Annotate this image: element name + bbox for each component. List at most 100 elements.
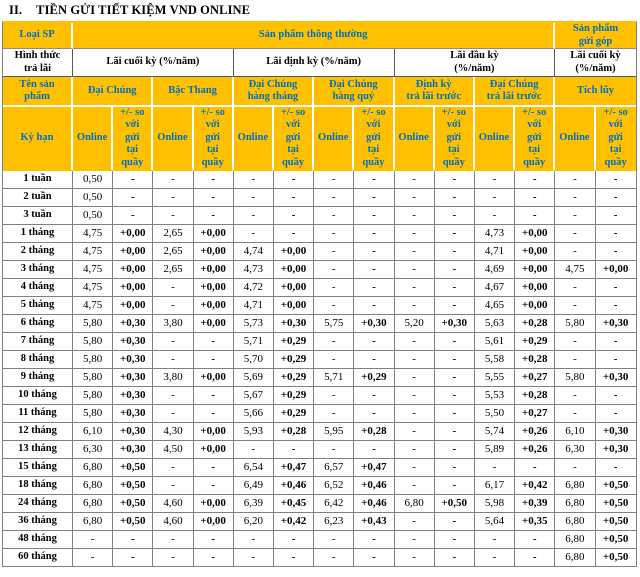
- rate-diff-cell: +0,30: [113, 368, 154, 387]
- rate-diff-cell: +0,30: [595, 314, 636, 333]
- rate-online-cell: -: [394, 458, 435, 477]
- rate-diff-cell: +0,28: [515, 386, 556, 405]
- table-row: 7 tháng 5,80 +0,30- -5,71 +0,29- - - -5,61 +0,29…: [3, 332, 636, 351]
- rate-online-cell: -: [153, 476, 194, 495]
- rate-online-cell: -: [474, 458, 516, 477]
- rate-diff-cell: -: [434, 350, 475, 369]
- rate-online-cell: 5,55: [474, 368, 516, 387]
- rate-diff-cell: -: [354, 278, 395, 297]
- rate-diff-cell: +0,46: [273, 476, 315, 495]
- rate-online-cell: -: [153, 458, 194, 477]
- rate-diff-cell: +0,42: [515, 476, 556, 495]
- rate-diff-cell: +0,00: [113, 224, 154, 243]
- header-row-product-type: Loại SP Sản phẩm thông thường Sản phẩm g…: [3, 23, 636, 49]
- term-cell: 36 tháng: [3, 512, 73, 531]
- rate-online-cell: -: [394, 368, 435, 387]
- header-product-dc-hang-quy: Đại Chúng hàng quý: [314, 77, 395, 107]
- rate-diff-cell: -: [354, 386, 395, 405]
- header-ten-san-pham: Tên sản phẩm: [3, 77, 73, 107]
- rate-diff-cell: +0,50: [595, 530, 636, 549]
- rate-online-cell: -: [314, 224, 355, 243]
- rate-online-cell: 5,80: [73, 368, 114, 387]
- header-vs-counter-col-1: +/- so với gửi tại quầy: [193, 107, 234, 171]
- rate-diff-cell: +0,00: [113, 260, 154, 279]
- rate-online-cell: -: [153, 296, 194, 315]
- rate-online-cell: 5,73: [233, 314, 274, 333]
- rate-diff-cell: -: [434, 206, 475, 225]
- rate-online-cell: -: [314, 530, 355, 549]
- rate-diff-cell: -: [273, 170, 315, 189]
- table-row: 2 tháng 4,75 +0,00 2,65 +0,00 4,74 +0,00- - - -4,…: [3, 242, 636, 261]
- rate-online-cell: 5,53: [474, 386, 516, 405]
- header-regular-products: Sản phẩm thông thường: [73, 23, 556, 49]
- rate-online-cell: -: [555, 386, 596, 405]
- rate-diff-cell: -: [434, 440, 475, 459]
- rate-diff-cell: +0,28: [354, 422, 395, 441]
- rate-online-cell: 6,30: [555, 440, 596, 459]
- rate-online-cell: -: [474, 170, 516, 189]
- rate-online-cell: -: [555, 404, 596, 423]
- rate-diff-cell: +0,30: [434, 314, 475, 333]
- rate-online-cell: 5,67: [233, 386, 274, 405]
- rate-diff-cell: +0,42: [273, 512, 315, 531]
- rate-online-cell: 5,71: [233, 332, 274, 351]
- rate-online-cell: -: [153, 548, 194, 566]
- rate-online-cell: -: [394, 296, 435, 315]
- rate-diff-cell: -: [354, 350, 395, 369]
- rate-diff-cell: +0,50: [113, 512, 154, 531]
- header-product-dc-tra-lai-truoc: Đại Chúng trả lãi trước: [474, 77, 556, 107]
- rate-diff-cell: -: [434, 512, 475, 531]
- rate-online-cell: 4,75: [73, 260, 114, 279]
- rate-diff-cell: +0,30: [113, 386, 154, 405]
- rate-online-cell: -: [314, 350, 355, 369]
- rate-online-cell: 2,65: [153, 260, 194, 279]
- rate-online-cell: -: [314, 206, 355, 225]
- rate-online-cell: 5,80: [555, 314, 596, 333]
- rate-diff-cell: -: [354, 404, 395, 423]
- table-body: 1 tuần 0,50- - - - - - - - - - - - -2 tuần 0,50- - - - - - -…: [3, 170, 636, 566]
- rate-online-cell: -: [314, 548, 355, 566]
- rate-online-cell: 5,63: [474, 314, 516, 333]
- rate-online-cell: 6,80: [73, 512, 114, 531]
- rate-diff-cell: +0,00: [113, 278, 154, 297]
- table-row: 6 tháng 5,80 +0,30 3,80 +0,00 5,73 +0,30 5,75 +0…: [3, 314, 636, 333]
- table-row: 5 tháng 4,75 +0,00- +0,00 4,71 +0,00- - - -4,65 +…: [3, 296, 636, 315]
- rate-diff-cell: -: [434, 260, 475, 279]
- header-interest-end-of-term-accum: Lãi cuối kỳ (%/năm): [555, 49, 636, 77]
- rate-diff-cell: +0,00: [273, 260, 315, 279]
- table-row: 3 tuần 0,50- - - - - - - - - - - - -: [3, 206, 636, 225]
- rate-diff-cell: +0,47: [273, 458, 315, 477]
- rate-diff-cell: -: [193, 206, 234, 225]
- rate-online-cell: -: [555, 296, 596, 315]
- rate-online-cell: -: [555, 350, 596, 369]
- rate-diff-cell: -: [193, 332, 234, 351]
- rate-diff-cell: -: [193, 530, 234, 549]
- rate-online-cell: -: [474, 530, 516, 549]
- table-row: 4 tháng 4,75 +0,00- +0,00 4,72 +0,00- - - -4,67 +…: [3, 278, 636, 297]
- rate-online-cell: 6,20: [233, 512, 274, 531]
- header-row-term: Kỳ hạn Online +/- so với gửi tại quầy Onli…: [3, 107, 636, 171]
- rate-online-cell: -: [394, 332, 435, 351]
- term-cell: 4 tháng: [3, 278, 73, 297]
- rate-online-cell: -: [394, 170, 435, 189]
- rate-diff-cell: +0,26: [515, 422, 556, 441]
- rate-diff-cell: -: [273, 224, 315, 243]
- rate-diff-cell: +0,47: [354, 458, 395, 477]
- rate-diff-cell: +0,27: [515, 404, 556, 423]
- rate-diff-cell: -: [434, 548, 475, 566]
- rate-diff-cell: -: [193, 188, 234, 207]
- rate-diff-cell: +0,30: [113, 404, 154, 423]
- rate-diff-cell: -: [354, 548, 395, 566]
- rate-online-cell: 5,71: [314, 368, 355, 387]
- header-vs-counter-col-6: +/- so với gửi tại quầy: [595, 107, 636, 171]
- header-interest-end-of-term: Lãi cuối kỳ (%/năm): [73, 49, 234, 77]
- rate-diff-cell: +0,50: [595, 476, 636, 495]
- rate-online-cell: 4,65: [474, 296, 516, 315]
- rate-diff-cell: -: [273, 206, 315, 225]
- rate-diff-cell: +0,00: [515, 224, 556, 243]
- rate-diff-cell: -: [434, 458, 475, 477]
- table-row: 18 tháng 6,80 +0,50- -6,49 +0,46 6,52 +0,46- -6…: [3, 476, 636, 495]
- rate-diff-cell: -: [113, 548, 154, 566]
- rate-online-cell: 0,50: [73, 188, 114, 207]
- header-vs-counter-col-2: +/- so với gửi tại quầy: [273, 107, 315, 171]
